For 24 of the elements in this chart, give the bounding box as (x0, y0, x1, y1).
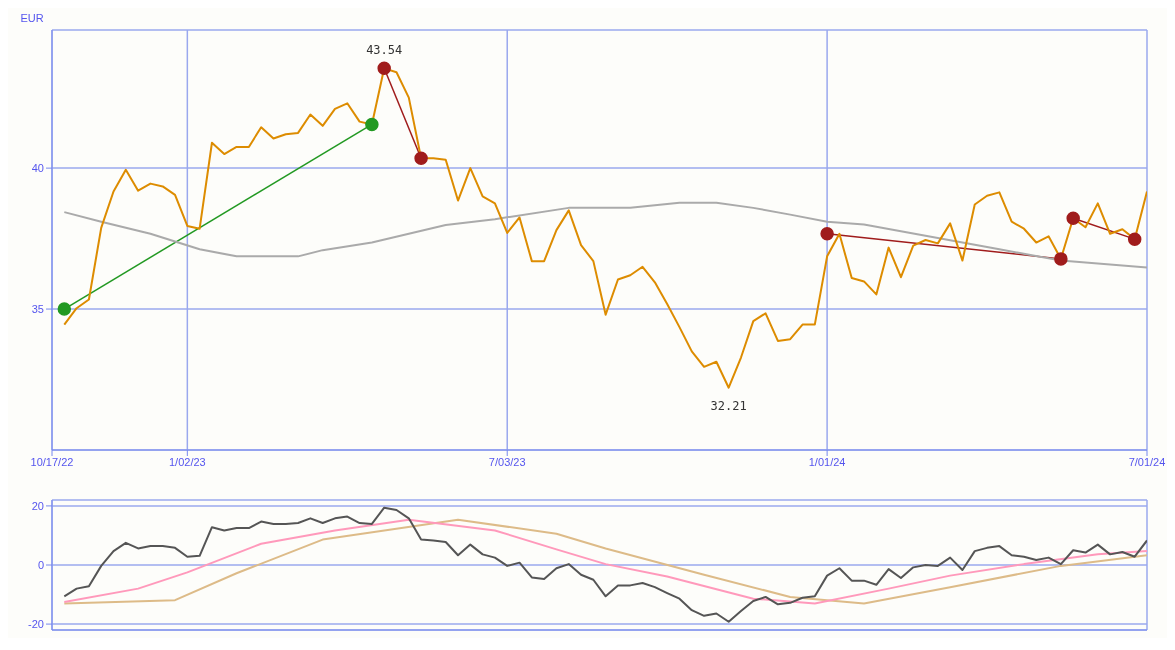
point (377, 61, 391, 76)
y-tick-label: -20 (28, 618, 44, 630)
annotation: 43.54 (366, 43, 403, 58)
annotation: 32.21 (710, 399, 747, 414)
point (820, 227, 834, 241)
x-tick-label: 7/03/23 (488, 455, 526, 468)
y-tick-label: 0 (37, 558, 44, 571)
point (1127, 232, 1142, 246)
y-tick-label: 35 (31, 302, 44, 315)
y-tick-label: 20 (31, 499, 44, 512)
y-axis-title: EUR (20, 12, 44, 24)
x-tick-label: 1/01/24 (808, 455, 846, 468)
x-tick-label: 7/01/24 (1128, 455, 1166, 468)
line-series (63, 518, 1147, 605)
point (1066, 211, 1080, 226)
line-series (63, 201, 1147, 269)
point (414, 151, 428, 166)
y-tick-label: 40 (31, 162, 44, 175)
x-tick-label: 10/17/22 (30, 455, 74, 468)
point (57, 302, 72, 316)
point (365, 117, 379, 132)
x-tick-label: 1/02/23 (168, 455, 206, 468)
point (1054, 252, 1068, 266)
line-series (63, 506, 1147, 623)
